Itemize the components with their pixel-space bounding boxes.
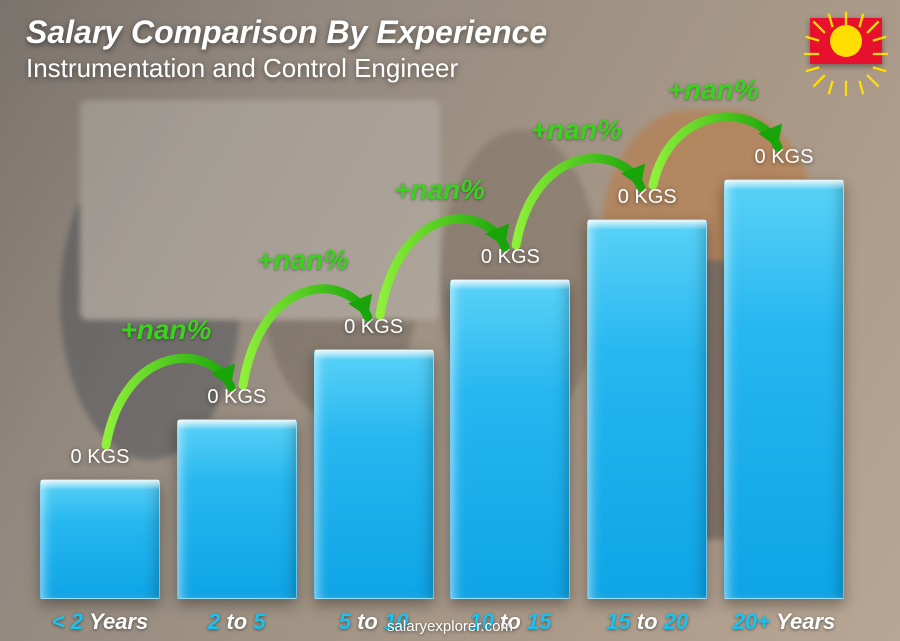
flag-sun-icon	[832, 27, 860, 55]
bar-group: 0 KGS5 to 10	[314, 316, 434, 599]
bar	[724, 179, 844, 599]
bar-value-label: 0 KGS	[71, 446, 130, 469]
bar	[450, 279, 570, 599]
bar	[177, 419, 297, 599]
bar-group: 0 KGS2 to 5	[177, 386, 297, 599]
footer-source: salaryexplorer.com	[0, 618, 900, 635]
bar-value-label: 0 KGS	[481, 246, 540, 269]
bar	[40, 479, 160, 599]
bar-group: 0 KGS20+ Years	[724, 146, 844, 599]
bar-value-label: 0 KGS	[207, 386, 266, 409]
bar-chart: 0 KGS< 2 Years0 KGS2 to 50 KGS5 to 100 K…	[40, 69, 844, 599]
bar-group: 0 KGS< 2 Years	[40, 446, 160, 599]
bar-value-label: 0 KGS	[344, 316, 403, 339]
infographic-stage: Salary Comparison By Experience Instrume…	[0, 0, 900, 641]
country-flag-kyrgyzstan	[810, 18, 882, 64]
page-title: Salary Comparison By Experience	[26, 14, 547, 51]
bar-value-label: 0 KGS	[618, 186, 677, 209]
bar-value-label: 0 KGS	[755, 146, 814, 169]
bar-group: 0 KGS15 to 20	[587, 186, 707, 599]
bar	[314, 349, 434, 599]
bar-group: 0 KGS10 to 15	[450, 246, 570, 599]
bar	[587, 219, 707, 599]
